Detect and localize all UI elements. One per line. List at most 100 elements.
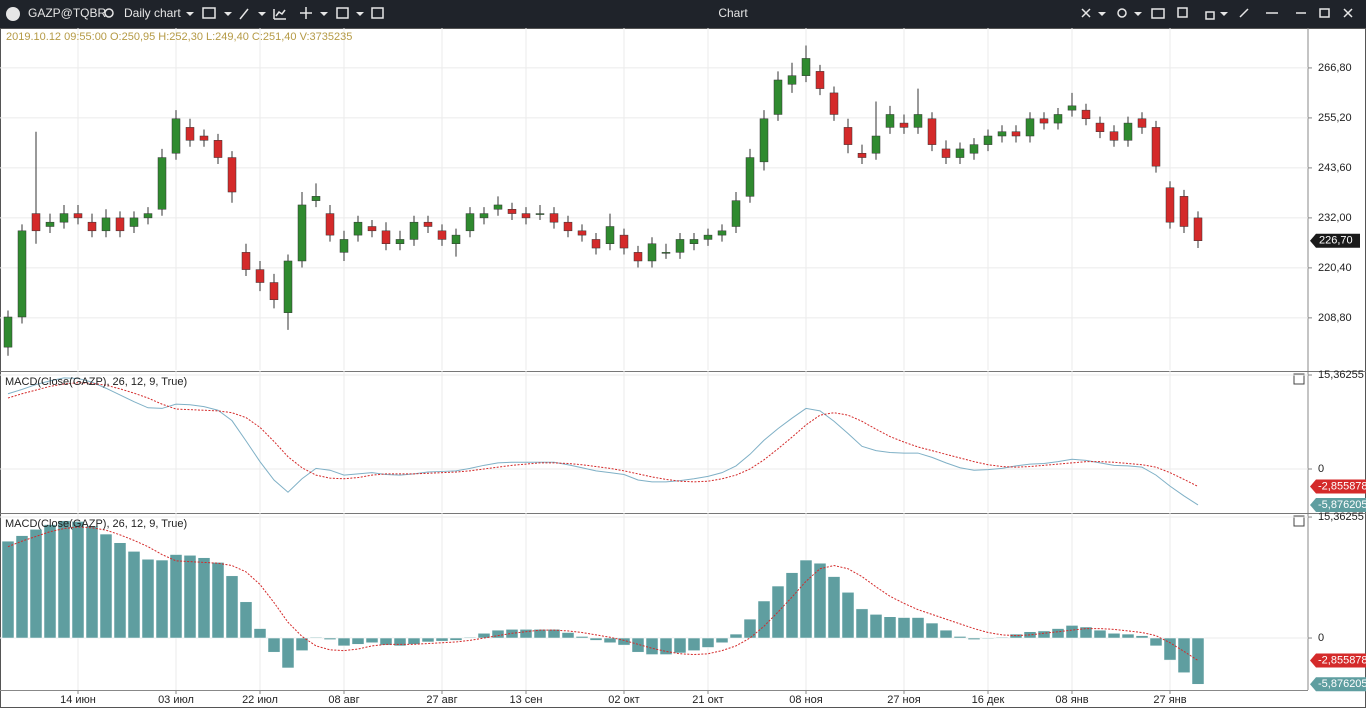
- x-tick-label: 08 авг: [328, 694, 359, 706]
- app-icon[interactable]: [6, 7, 20, 21]
- y-tick-label: 220,40: [1318, 262, 1352, 274]
- histogram-bar: [15, 535, 29, 639]
- histogram-bar: [1177, 637, 1191, 673]
- panel-title: MACD(Close(GAZP), 26, 12, 9, True): [5, 518, 187, 530]
- histogram-bar: [925, 622, 939, 639]
- histogram-bar: [673, 637, 687, 654]
- histogram-bar: [561, 632, 575, 639]
- histogram-bar: [687, 637, 701, 651]
- candle-body: [857, 152, 867, 158]
- candle-body: [1011, 131, 1021, 137]
- window-title: Chart: [718, 6, 748, 20]
- y-tick-label: 232,00: [1318, 212, 1352, 224]
- histogram-bar: [827, 576, 841, 639]
- histogram-bar: [43, 524, 57, 639]
- candle-body: [661, 252, 671, 254]
- candle-body: [45, 221, 55, 227]
- candle-body: [717, 230, 727, 236]
- x-tick-label: 13 сен: [510, 694, 543, 706]
- macd-line: [7, 382, 1199, 487]
- candle-body: [619, 234, 629, 249]
- x-tick-label: 08 ноя: [789, 694, 822, 706]
- candle-body: [1179, 196, 1189, 227]
- candle-body: [773, 79, 783, 115]
- candle-body: [479, 213, 489, 219]
- histogram-bar: [981, 637, 995, 640]
- value-flag: [1310, 497, 1366, 512]
- symbol[interactable]: GAZP@TQBR: [28, 6, 107, 20]
- histogram-bar: [281, 637, 295, 669]
- value-flag: [1310, 677, 1366, 692]
- histogram-bar: [267, 637, 281, 653]
- histogram-bar: [1037, 630, 1051, 639]
- candle-body: [129, 217, 139, 227]
- y-tick-label: 0: [1318, 463, 1324, 475]
- candle-body: [871, 135, 881, 154]
- candle-body: [815, 71, 825, 89]
- panel-close[interactable]: [1293, 515, 1305, 527]
- candle-body: [1081, 109, 1091, 120]
- candle-body: [297, 204, 307, 262]
- value-flag: [1310, 653, 1366, 668]
- histogram-bar: [127, 551, 141, 639]
- histogram-bar: [57, 520, 71, 639]
- candle-body: [213, 140, 223, 158]
- candle-body: [381, 230, 391, 244]
- histogram-bar: [71, 521, 85, 639]
- candle-body: [3, 316, 13, 348]
- histogram-bar: [785, 572, 799, 639]
- timeframe[interactable]: Daily chart: [124, 6, 181, 20]
- candle-body: [689, 239, 699, 244]
- histogram-bar: [337, 637, 351, 647]
- x-tick-label: 02 окт: [608, 694, 639, 706]
- candle-body: [101, 217, 111, 232]
- histogram-bar: [99, 533, 113, 639]
- candle-body: [885, 114, 895, 128]
- histogram-bar: [757, 600, 771, 639]
- candle-body: [17, 230, 27, 318]
- last-price-flag: [1310, 233, 1360, 248]
- histogram-bar: [169, 554, 183, 639]
- candle-body: [31, 213, 41, 232]
- histogram-bar: [435, 637, 449, 642]
- histogram-bar: [519, 629, 533, 639]
- candle-body: [311, 196, 321, 201]
- candle-body: [185, 127, 195, 141]
- y-tick-label: 15,36255: [1318, 369, 1364, 381]
- histogram-bar: [659, 637, 673, 655]
- histogram-bar: [883, 616, 897, 639]
- histogram-bar: [449, 637, 463, 641]
- candle-body: [731, 200, 741, 227]
- candle-body: [759, 118, 769, 163]
- x-tick-label: 08 янв: [1055, 694, 1088, 706]
- candle-body: [507, 209, 517, 214]
- toolbar-icons[interactable]: [202, 7, 1353, 20]
- candle-body: [577, 230, 587, 236]
- y-tick-label: 255,20: [1318, 112, 1352, 124]
- candle-body: [199, 135, 209, 141]
- candle-body: [269, 282, 279, 301]
- x-tick-label: 22 июл: [242, 694, 278, 706]
- candle-body: [451, 234, 461, 244]
- histogram-bar: [855, 608, 869, 639]
- candle-body: [647, 243, 657, 262]
- histogram-bar: [393, 637, 407, 647]
- value-flag-label: -5,876205: [1318, 678, 1366, 690]
- x-tick-label: 21 окт: [692, 694, 723, 706]
- candle-body: [955, 148, 965, 158]
- candle-body: [913, 114, 923, 128]
- candle-body: [409, 221, 419, 240]
- x-tick-label: 03 июл: [158, 694, 194, 706]
- candle-body: [227, 157, 237, 193]
- candle-body: [465, 213, 475, 232]
- histogram-bar: [715, 637, 729, 643]
- candle-body: [1109, 131, 1119, 141]
- search-icon[interactable]: [104, 8, 114, 18]
- candle-body: [549, 213, 559, 223]
- histogram-bar: [953, 636, 967, 639]
- y-tick-label: 15,36255: [1318, 511, 1364, 523]
- candle-body: [423, 221, 433, 227]
- panel-close[interactable]: [1293, 373, 1305, 385]
- histogram-bar: [799, 559, 813, 639]
